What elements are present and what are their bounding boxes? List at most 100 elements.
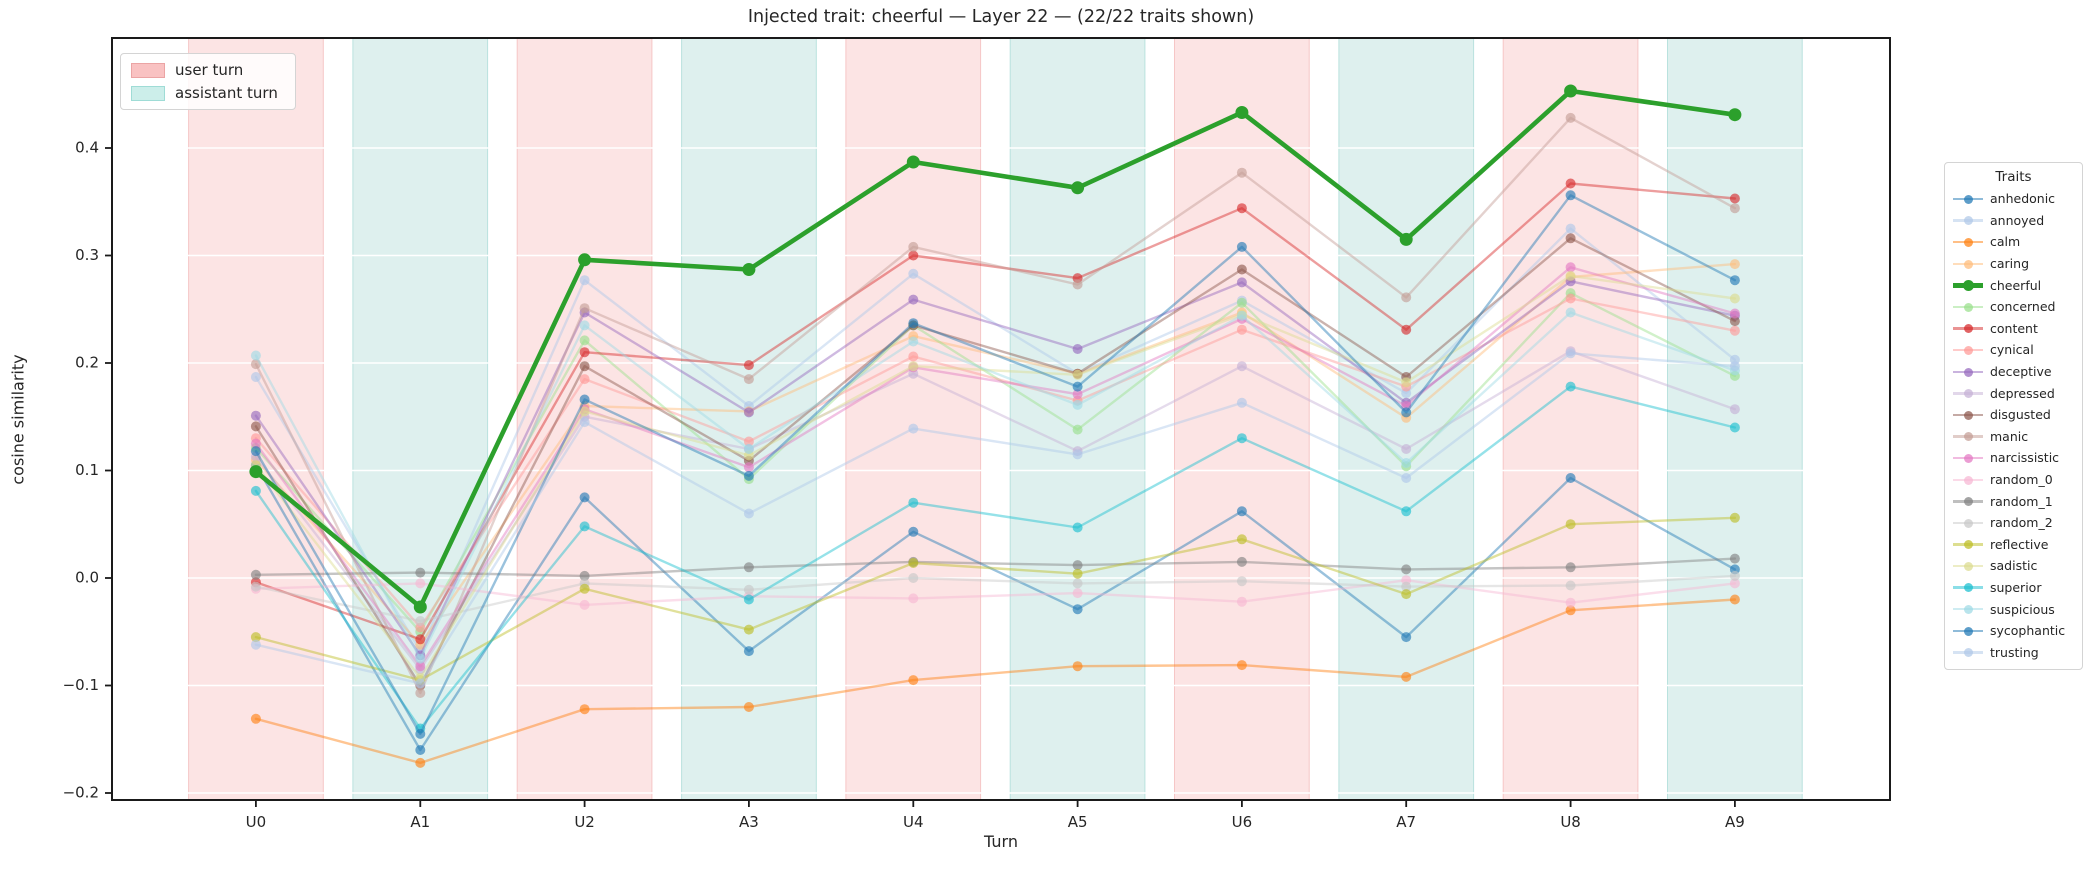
data-point-reflective-U2 [579,583,590,594]
data-point-manic-U8 [1565,112,1576,123]
legend-item-random_0: random_0 [1953,469,2074,491]
turn-legend-assistant-row: assistant turn [131,84,285,102]
data-point-random_2-A5 [1072,578,1083,589]
y-tick-label: 0.3 [75,246,99,264]
data-point-disgusted-U6 [1236,264,1247,275]
data-point-calm-U4 [908,675,919,686]
assistant-turn-band [1667,37,1803,801]
data-point-superior-A3 [743,594,754,605]
data-point-caring-A9 [1729,259,1740,270]
data-point-superior-A7 [1401,506,1412,517]
legend-label-reflective: reflective [1990,536,2049,552]
legend-label-cheerful: cheerful [1990,277,2042,293]
data-point-content-U2 [579,347,590,358]
legend-item-cynical: cynical [1953,339,2074,361]
data-point-cheerful-U6 [1235,106,1249,119]
legend-swatch-anhedonic [1953,193,1983,205]
data-point-calm-A1 [415,757,426,768]
traits-legend-title: Traits [1995,169,2032,185]
data-point-sadistic-U4 [908,361,919,372]
data-point-calm-U6 [1236,660,1247,671]
data-point-reflective-U8 [1565,519,1576,530]
data-point-random_1-U6 [1236,556,1247,567]
data-point-suspicious-A3 [743,444,754,454]
x-axis-label: Turn [984,832,1018,851]
data-point-superior-U6 [1236,433,1247,444]
legend-swatch-sycophantic [1953,625,1983,637]
y-tick-label: −0.2 [63,784,99,802]
traits-legend-items: anhedonic annoyed calm caring cheerful concer… [1953,188,2074,663]
legend-label-annoyed: annoyed [1990,212,2045,228]
assistant-turn-label: assistant turn [175,84,278,102]
data-point-sycophantic-U6 [1236,241,1247,252]
data-point-content-U6 [1236,203,1247,214]
legend-swatch-disgusted [1953,409,1983,421]
legend-label-cynical: cynical [1990,342,2034,358]
data-point-suspicious-A7 [1401,458,1412,468]
traits-legend: Traits anhedonic annoyed calm caring cheerfu… [1944,162,2083,671]
legend-label-anhedonic: anhedonic [1990,191,2056,207]
data-point-manic-A1 [415,688,426,698]
data-point-sycophantic-A5 [1072,381,1083,392]
data-point-calm-U0 [250,713,261,724]
data-point-manic-A9 [1729,203,1740,214]
series-random_2 [250,570,1740,626]
legend-swatch-random_2 [1953,517,1983,529]
legend-label-narcissistic: narcissistic [1990,450,2060,466]
data-point-suspicious-U8 [1565,307,1576,318]
data-point-cheerful-A9 [1728,108,1742,122]
data-point-anhedonic-U4 [908,526,919,537]
legend-swatch-cynical [1953,344,1983,356]
data-point-calm-U2 [579,704,590,715]
legend-swatch-depressed [1953,387,1983,399]
legend-label-concerned: concerned [1990,299,2056,315]
legend-item-deceptive: deceptive [1953,361,2074,383]
data-point-superior-U0 [250,485,261,496]
data-point-concerned-U2 [579,335,590,346]
legend-swatch-caring [1953,258,1983,270]
data-point-reflective-A3 [743,624,754,635]
legend-item-manic: manic [1953,426,2074,448]
data-point-cheerful-A7 [1399,232,1413,246]
legend-item-anhedonic: anhedonic [1953,188,2074,210]
y-tick-label: 0.1 [75,461,99,479]
legend-swatch-trusting [1953,646,1983,658]
legend-item-random_2: random_2 [1953,512,2074,534]
data-point-suspicious-A5 [1072,399,1083,410]
legend-swatch-content [1953,322,1983,334]
data-point-anhedonic-A7 [1401,632,1412,643]
data-point-content-U8 [1565,178,1576,189]
data-point-anhedonic-U8 [1565,473,1576,483]
user-turn-band [1502,37,1639,801]
data-point-sycophantic-A1 [415,728,426,739]
series-anhedonic [250,460,1740,755]
assistant-turn-band [681,37,817,801]
legend-swatch-random_1 [1953,495,1983,507]
legend-label-sadistic: sadistic [1990,558,2038,574]
legend-label-sycophantic: sycophantic [1990,623,2066,639]
data-point-manic-U4 [908,241,919,252]
data-point-sycophantic-U4 [908,318,919,329]
data-point-trusting-A5 [1072,449,1083,460]
legend-item-sadistic: sadistic [1953,555,2074,577]
series-manic [250,112,1740,698]
data-point-sycophantic-A9 [1729,275,1740,286]
data-point-random_1-A3 [743,562,754,573]
data-point-cynical-U8 [1565,293,1576,304]
data-point-disgusted-U8 [1565,233,1576,244]
legend-swatch-deceptive [1953,366,1983,378]
data-point-deceptive-A3 [743,407,754,418]
data-point-random_0-U8 [1565,597,1576,608]
data-point-sadistic-U8 [1565,270,1576,281]
legend-swatch-calm [1953,236,1983,248]
data-point-sadistic-A9 [1729,293,1740,304]
data-point-suspicious-A1 [415,653,426,664]
data-point-calm-U8 [1565,605,1576,616]
data-point-trusting-U2 [579,417,590,428]
data-point-manic-U0 [250,359,261,370]
legend-label-depressed: depressed [1990,385,2055,401]
data-point-random_2-U4 [908,573,919,583]
y-tick-label: 0.4 [75,139,99,157]
data-point-annoyed-U4 [908,268,919,279]
data-point-random_1-U0 [250,569,261,580]
